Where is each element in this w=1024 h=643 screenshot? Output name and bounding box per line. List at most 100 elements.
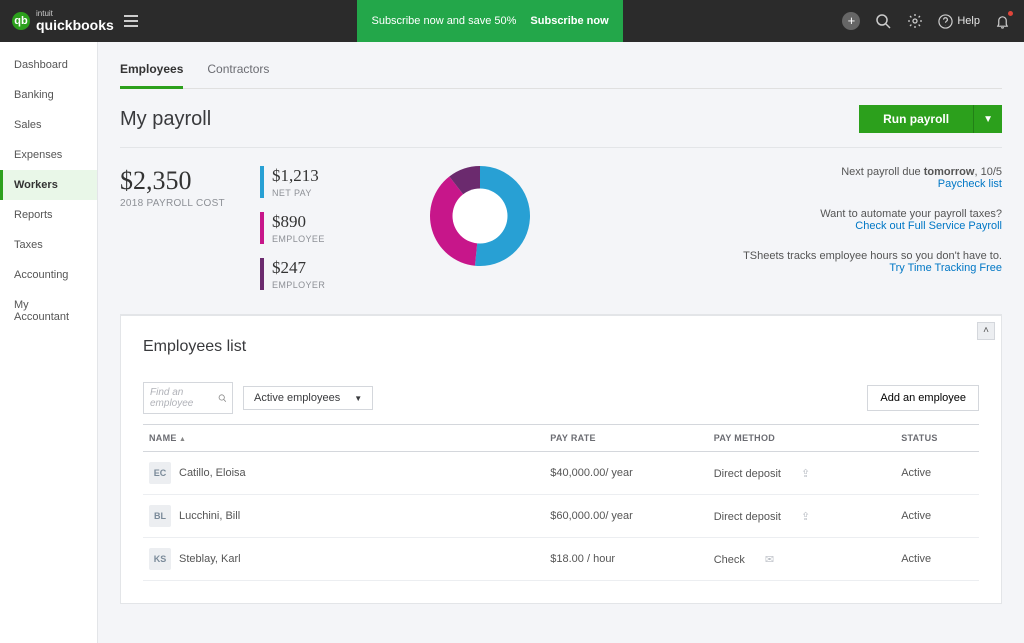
table-row[interactable]: EC Catillo, Eloisa $40,000.00/ yearDirect …	[143, 452, 979, 495]
help-button[interactable]: Help	[938, 14, 980, 29]
col-pay-rate[interactable]: PAY RATE	[544, 425, 707, 452]
sidebar-item-banking[interactable]: Banking	[0, 80, 97, 110]
search-icon	[875, 13, 891, 29]
sidebar-item-reports[interactable]: Reports	[0, 200, 97, 230]
pay-method: Direct deposit⇪	[708, 495, 895, 538]
stat-amount: $1,213	[272, 166, 380, 186]
help-label: Help	[957, 15, 980, 27]
sidebar-item-sales[interactable]: Sales	[0, 110, 97, 140]
promo-text: Subscribe now and save 50%	[371, 15, 516, 27]
tab-contractors[interactable]: Contractors	[207, 56, 269, 88]
donut-hole	[453, 189, 508, 244]
paycheck-list-link[interactable]: Paycheck list	[743, 178, 1002, 190]
pay-method: Check✉	[708, 538, 895, 581]
tsheets-block: TSheets tracks employee hours so you don…	[743, 250, 1002, 274]
summary-total: $2,350 2018 PAYROLL COST	[120, 166, 260, 290]
summary-right: Next payroll due tomorrow, 10/5 Paycheck…	[743, 166, 1002, 290]
donut-svg	[430, 166, 530, 266]
list-controls: Find an employee Active employees ▼ Add …	[143, 382, 979, 414]
sidebar: DashboardBankingSalesExpensesWorkersRepo…	[0, 42, 98, 643]
sidebar-item-dashboard[interactable]: Dashboard	[0, 50, 97, 80]
employee-name: Catillo, Eloisa	[179, 467, 246, 479]
employee-name: Steblay, Karl	[179, 553, 241, 565]
automate-block: Want to automate your payroll taxes? Che…	[743, 208, 1002, 232]
employee-name: Lucchini, Bill	[179, 510, 240, 522]
topbar: qb intuit quickbooks Subscribe now and s…	[0, 0, 1024, 42]
sidebar-item-accounting[interactable]: Accounting	[0, 260, 97, 290]
col-pay-method[interactable]: PAY METHOD	[708, 425, 895, 452]
summary-breakdown: $1,213 NET PAY $890 EMPLOYEE $247 EMPLOYER	[260, 166, 380, 290]
stat-employee: $890 EMPLOYEE	[260, 212, 380, 244]
pay-rate: $40,000.00/ year	[544, 452, 707, 495]
sidebar-item-workers[interactable]: Workers	[0, 170, 97, 200]
bell-icon	[995, 14, 1010, 29]
donut-chart	[380, 166, 580, 290]
gear-icon	[907, 13, 923, 29]
employee-filter-dropdown[interactable]: Active employees ▼	[243, 386, 373, 410]
notifications-button[interactable]	[994, 12, 1012, 30]
sidebar-item-expenses[interactable]: Expenses	[0, 140, 97, 170]
stat-label: EMPLOYER	[272, 280, 380, 290]
sidebar-item-my-accountant[interactable]: My Accountant	[0, 290, 97, 332]
pay-rate: $60,000.00/ year	[544, 495, 707, 538]
create-button[interactable]: +	[842, 12, 860, 30]
run-payroll-button[interactable]: Run payroll	[859, 105, 973, 133]
main-content: Employees Contractors My payroll Run payr…	[98, 42, 1024, 643]
promo-cta[interactable]: Subscribe now	[530, 15, 608, 27]
status: Active	[895, 538, 979, 581]
pay-method: Direct deposit⇪	[708, 452, 895, 495]
stat-amount: $890	[272, 212, 380, 232]
search-placeholder: Find an employee	[150, 387, 218, 409]
page-title: My payroll	[120, 108, 211, 131]
menu-hamburger-icon[interactable]	[124, 15, 138, 27]
table-row[interactable]: BLLucchini, Bill$60,000.00/ yearDirect d…	[143, 495, 979, 538]
page-title-row: My payroll Run payroll ▼	[120, 89, 1002, 147]
status: Active	[895, 495, 979, 538]
col-name[interactable]: NAME	[143, 425, 544, 452]
stat-net-pay: $1,213 NET PAY	[260, 166, 380, 198]
promo-banner[interactable]: Subscribe now and save 50% Subscribe now	[357, 0, 622, 42]
add-employee-button[interactable]: Add an employee	[867, 385, 979, 411]
avatar: EC	[149, 462, 171, 484]
avatar: KS	[149, 548, 171, 570]
logo-roundel-icon: qb	[12, 12, 30, 30]
collapse-panel-button[interactable]: ˄	[977, 322, 995, 340]
topbar-actions: + Help	[842, 12, 1012, 30]
total-label: 2018 PAYROLL COST	[120, 198, 260, 209]
employees-table: NAMEPAY RATEPAY METHODSTATUS EC Catillo, …	[143, 424, 979, 581]
pay-method-icon: ⇪	[801, 511, 810, 523]
payroll-summary: $2,350 2018 PAYROLL COST $1,213 NET PAY $8…	[120, 147, 1002, 315]
tsheets-link[interactable]: Try Time Tracking Free	[743, 262, 1002, 274]
run-payroll-dropdown[interactable]: ▼	[973, 105, 1002, 133]
pay-method-icon: ⇪	[801, 468, 810, 480]
col-status[interactable]: STATUS	[895, 425, 979, 452]
list-title: Employees list	[143, 338, 979, 356]
full-service-payroll-link[interactable]: Check out Full Service Payroll	[743, 220, 1002, 232]
search-button[interactable]	[874, 12, 892, 30]
status: Active	[895, 452, 979, 495]
brand-logo[interactable]: qb intuit quickbooks	[12, 10, 114, 33]
brand-intuit: intuit	[36, 10, 114, 17]
tab-employees[interactable]: Employees	[120, 56, 183, 89]
run-payroll-group: Run payroll ▼	[859, 105, 1002, 133]
search-icon	[218, 393, 226, 403]
chevron-down-icon: ▼	[354, 394, 362, 403]
stat-employer: $247 EMPLOYER	[260, 258, 380, 290]
brand-name: quickbooks	[36, 17, 114, 33]
pay-method-icon: ✉	[765, 554, 774, 566]
stat-label: EMPLOYEE	[272, 234, 380, 244]
tabs: Employees Contractors	[120, 42, 1002, 89]
next-payroll-block: Next payroll due tomorrow, 10/5 Paycheck…	[743, 166, 1002, 190]
automate-question: Want to automate your payroll taxes?	[820, 208, 1002, 220]
settings-button[interactable]	[906, 12, 924, 30]
stat-label: NET PAY	[272, 188, 380, 198]
filter-label: Active employees	[254, 392, 340, 404]
sidebar-item-taxes[interactable]: Taxes	[0, 230, 97, 260]
stat-amount: $247	[272, 258, 380, 278]
employee-search-input[interactable]: Find an employee	[143, 382, 233, 414]
plus-icon: +	[842, 12, 860, 30]
tsheets-msg: TSheets tracks employee hours so you don…	[743, 250, 1002, 262]
total-amount: $2,350	[120, 166, 260, 196]
table-row[interactable]: KSSteblay, Karl$18.00 / hourCheck✉Active	[143, 538, 979, 581]
next-due-text: Next payroll due tomorrow, 10/5	[841, 166, 1002, 178]
